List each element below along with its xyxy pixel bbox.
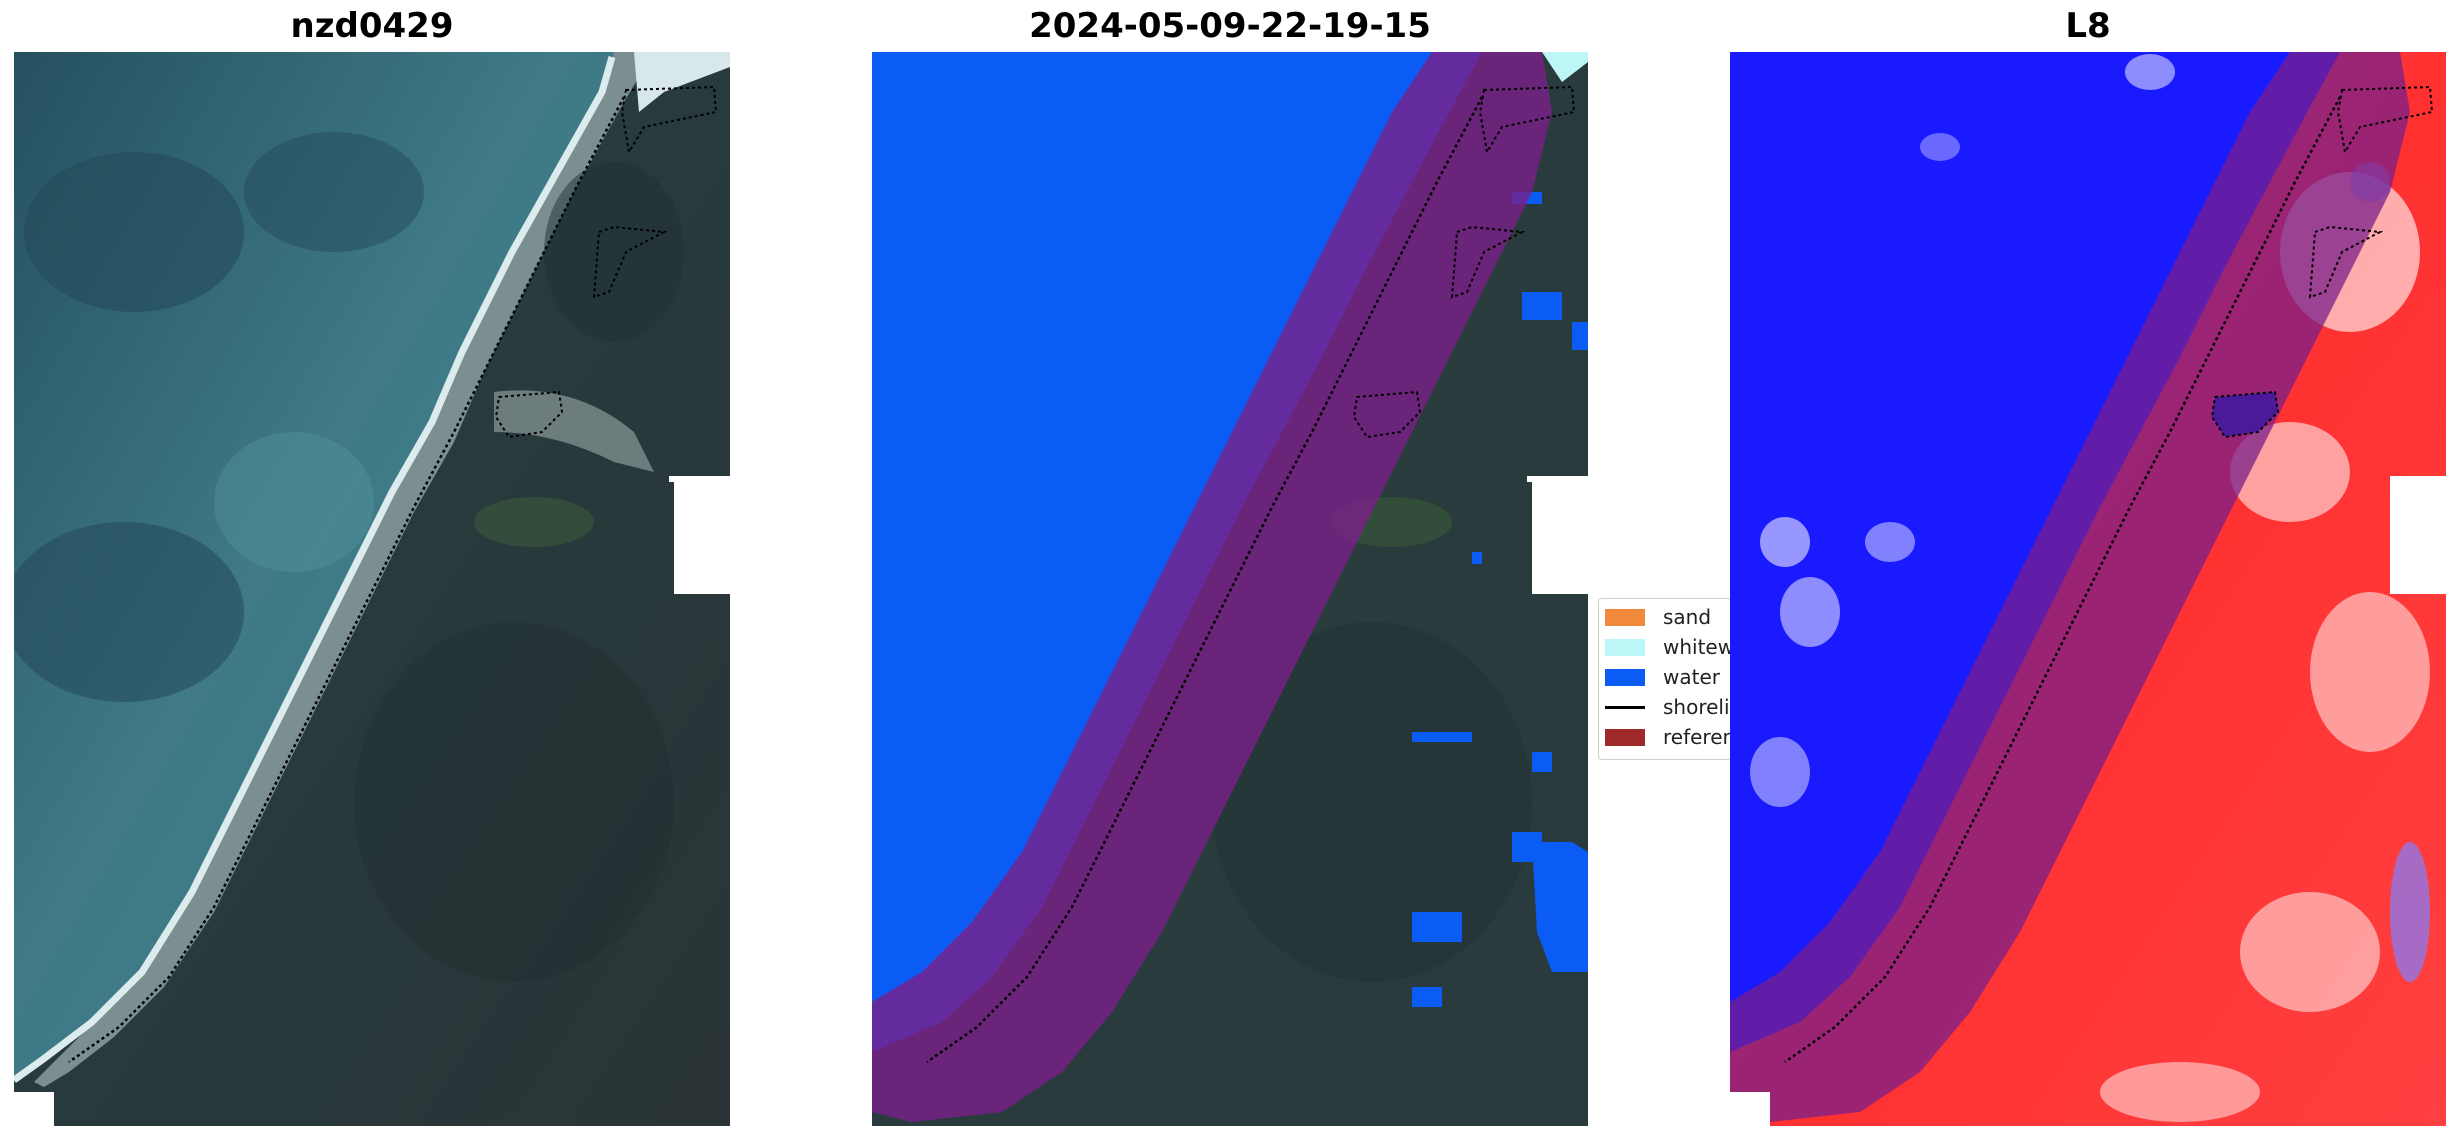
legend-swatch-whitewater xyxy=(1605,638,1645,656)
panel-title-classified: 2024-05-09-22-19-15 xyxy=(1029,6,1431,46)
legend-swatch-shoreline xyxy=(1605,706,1645,709)
index-image xyxy=(1730,52,2446,1126)
reference-buffer xyxy=(872,52,1552,1122)
panel-title-index: L8 xyxy=(2065,6,2111,46)
beach-strip xyxy=(34,52,654,1087)
reference-shoreline xyxy=(68,96,626,1064)
legend-item-water: water xyxy=(1605,664,1720,690)
legend-item-sand: sand xyxy=(1605,604,1711,630)
sea-area xyxy=(14,52,614,1082)
panel-title-rgb: nzd0429 xyxy=(290,6,454,46)
legend-swatch-reference-buffer xyxy=(1605,728,1645,746)
legend-swatch-sand xyxy=(1605,608,1645,626)
legend-item-reference-buffer: reference shoreline buffer xyxy=(1605,724,1731,750)
shoreline-line-index xyxy=(1784,96,2342,1064)
classified-image-panel xyxy=(872,52,1588,1126)
rgb-image-panel xyxy=(14,52,730,1126)
legend-swatch-water xyxy=(1605,668,1645,686)
legend-item-shoreline: shoreline xyxy=(1605,694,1731,720)
shoreline-line xyxy=(926,96,1484,1064)
reference-buffer-index xyxy=(1730,52,2410,1122)
classified-image xyxy=(872,52,1588,1126)
nodata-block xyxy=(674,476,730,594)
rgb-image xyxy=(14,52,730,1126)
index-image-panel xyxy=(1730,52,2446,1126)
